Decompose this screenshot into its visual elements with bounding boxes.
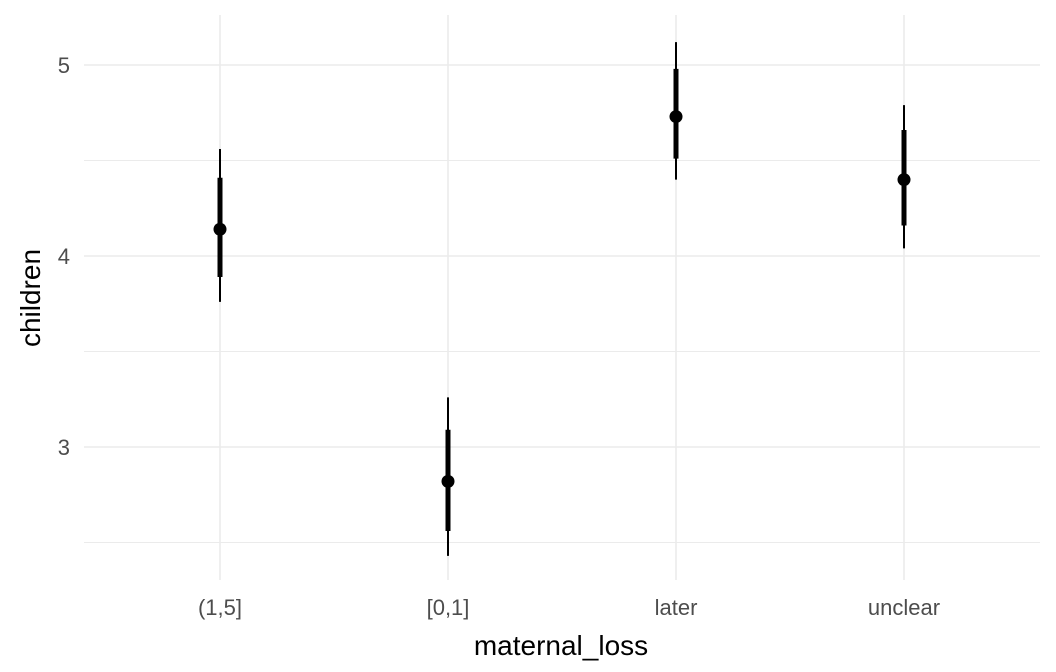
point-estimate bbox=[213, 222, 227, 236]
y-tick-labels: 3 4 5 bbox=[58, 53, 70, 460]
point-estimate bbox=[441, 474, 455, 488]
x-tick-label: (1,5] bbox=[198, 595, 242, 620]
y-axis-title: children bbox=[15, 249, 46, 347]
x-axis-title: maternal_loss bbox=[474, 630, 648, 661]
minor-gridlines bbox=[84, 160, 1040, 543]
point-estimate bbox=[897, 173, 911, 187]
major-gridlines bbox=[84, 15, 1040, 580]
y-tick-label: 5 bbox=[58, 53, 70, 78]
x-tick-label: later bbox=[655, 595, 698, 620]
data-marks bbox=[213, 42, 911, 556]
y-tick-label: 4 bbox=[58, 244, 70, 269]
x-tick-label: unclear bbox=[868, 595, 940, 620]
x-tick-label: [0,1] bbox=[427, 595, 470, 620]
point-estimate bbox=[669, 110, 683, 124]
x-tick-labels: (1,5] [0,1] later unclear bbox=[198, 595, 940, 620]
y-tick-label: 3 bbox=[58, 435, 70, 460]
